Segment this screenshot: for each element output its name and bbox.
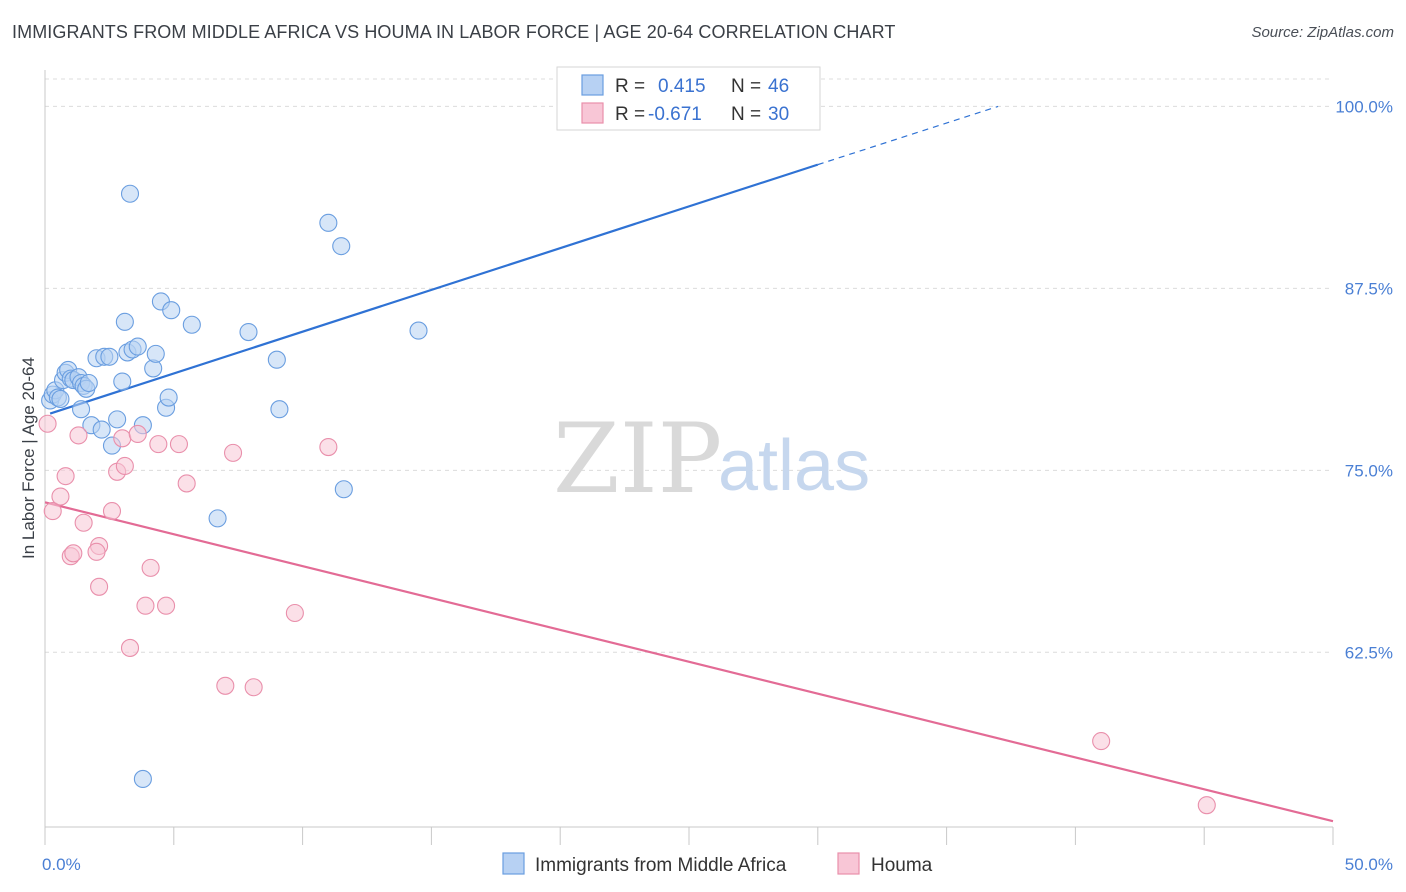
x-tick-label: 50.0% (1345, 855, 1393, 874)
point-middle-africa (115, 312, 134, 331)
point-houma (43, 502, 62, 521)
point-middle-africa (182, 315, 201, 334)
axes (44, 70, 1334, 845)
point-houma (141, 558, 160, 577)
legend-n-value-2: 30 (768, 104, 789, 125)
point-middle-africa (159, 388, 178, 407)
chart-title: IMMIGRANTS FROM MIDDLE AFRICA VS HOUMA I… (12, 22, 896, 42)
point-houma (136, 596, 155, 615)
point-houma (223, 443, 243, 462)
point-middle-africa (334, 480, 353, 499)
point-middle-africa (108, 410, 127, 429)
point-middle-africa (133, 769, 152, 789)
point-houma (90, 577, 109, 596)
point-middle-africa (319, 213, 338, 232)
point-houma (1197, 796, 1216, 815)
point-middle-africa (332, 237, 351, 256)
y-tick-label: 100.0% (1335, 97, 1393, 116)
point-houma (177, 474, 196, 493)
point-houma (169, 435, 189, 454)
y-tick-label: 75.0% (1345, 461, 1393, 480)
point-houma (38, 414, 57, 433)
grid-lines (45, 78, 1333, 653)
legend-r-value-2: -0.671 (648, 104, 702, 125)
legend-r-value-1: 0.415 (658, 76, 706, 97)
trend-line-blue (49, 163, 819, 415)
source-credit: Source: ZipAtlas.com (1251, 24, 1394, 41)
point-houma (56, 467, 75, 486)
trend-lines (44, 105, 1334, 823)
point-houma (113, 429, 132, 448)
point-middle-africa (79, 373, 98, 393)
point-houma (74, 513, 93, 532)
point-houma (216, 676, 235, 695)
point-houma (285, 603, 304, 623)
watermark: ZIP atlas (553, 403, 870, 515)
bottom-legend-label-1: Immigrants from Middle Africa (535, 855, 787, 876)
point-middle-africa (270, 400, 289, 419)
point-houma (64, 544, 83, 563)
point-middle-africa (208, 509, 227, 528)
trend-line-pink (44, 501, 1334, 823)
legend-r-label-2: R = (615, 104, 645, 125)
point-houma (87, 542, 106, 561)
point-middle-africa (51, 389, 70, 409)
point-houma (120, 638, 140, 657)
trend-line-blue-extension (817, 105, 999, 166)
bottom-legend: Immigrants from Middle Africa Houma (502, 852, 933, 876)
point-middle-africa (92, 420, 111, 439)
bottom-legend-label-2: Houma (871, 855, 933, 876)
point-middle-africa (162, 301, 181, 320)
tick-labels: 62.5% 75.0% 87.5% 100.0% 0.0% 50.0% (42, 97, 1393, 874)
point-middle-africa (128, 337, 147, 356)
point-middle-africa (267, 350, 286, 369)
point-middle-africa (239, 322, 258, 342)
point-middle-africa (146, 344, 165, 363)
legend-r-label-1: R = (615, 76, 645, 97)
point-houma (244, 678, 263, 697)
legend-box: R = 0.415 N = 46 R = -0.671 N = 30 (556, 66, 821, 131)
point-houma (319, 437, 338, 457)
point-middle-africa (409, 321, 428, 340)
watermark-atlas: atlas (718, 426, 870, 506)
bottom-legend-swatch-pink (837, 852, 860, 875)
point-houma (128, 424, 147, 443)
y-axis-label: In Labor Force | Age 20-64 (19, 357, 38, 559)
legend-swatch-blue (581, 74, 604, 96)
point-houma (102, 502, 122, 521)
point-middle-africa (120, 184, 140, 203)
x-tick-label: 0.0% (42, 855, 81, 874)
legend-n-label-2: N = (731, 104, 761, 125)
point-middle-africa (100, 347, 119, 366)
y-tick-label: 62.5% (1345, 643, 1393, 662)
point-houma (115, 456, 134, 476)
point-houma (149, 435, 168, 454)
point-middle-africa (113, 372, 132, 391)
point-houma (69, 426, 88, 445)
y-tick-label: 87.5% (1345, 279, 1393, 298)
point-houma (51, 487, 70, 506)
data-points (38, 184, 1216, 815)
watermark-zip: ZIP (553, 403, 722, 515)
legend-n-value-1: 46 (768, 76, 789, 97)
legend-n-label-1: N = (731, 76, 761, 97)
legend-swatch-pink (581, 102, 604, 124)
point-houma (1092, 732, 1111, 751)
bottom-legend-swatch-blue (502, 852, 525, 875)
point-houma (157, 596, 176, 615)
point-middle-africa (72, 400, 91, 419)
